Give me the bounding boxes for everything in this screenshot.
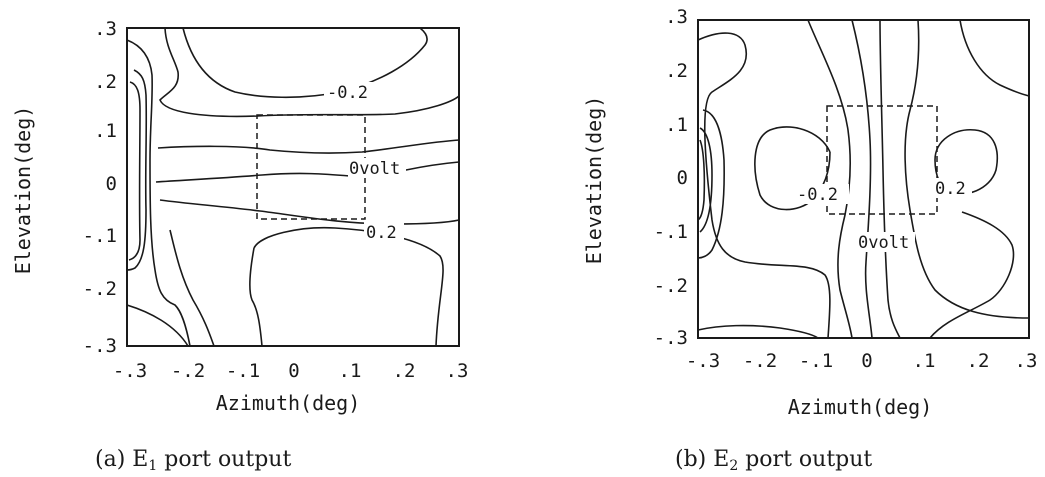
panel-a-xtick: 0	[288, 360, 299, 382]
panel-b-y-ticks: .3 .2 .1 0 -.1 -.2 -.3	[654, 6, 688, 349]
panel-a-contour-left-outer	[126, 39, 191, 347]
panel-b-contour-labels: -0.2 0volt 0.2	[797, 178, 972, 253]
panel-a-ytick: .2	[94, 71, 117, 93]
panel-b-ytick: -.1	[654, 221, 688, 243]
panel-b-xtick: .2	[967, 350, 990, 372]
panel-a-xtick: -.1	[226, 360, 260, 382]
panel-b-ytick: 0	[677, 167, 688, 189]
panel-b-contour-left-outer	[697, 32, 831, 339]
panel-a-label-neg: -0.2	[327, 83, 368, 103]
panel-b-contour-left-mid	[697, 109, 725, 259]
panel-a-contour-bottom-inner	[249, 226, 444, 347]
panel-a-contour-left-inner	[126, 69, 148, 271]
panel-b-ytick: -.2	[654, 275, 688, 297]
panel-a-ytick: .3	[94, 18, 117, 40]
panel-b-contour-center-b	[879, 19, 901, 339]
panel-a-label-zero: 0volt	[349, 159, 400, 179]
panel-a-xtick: .3	[446, 360, 469, 382]
panel-b-xtick: -.1	[799, 350, 833, 372]
panel-a-contour-bottom-outer	[159, 199, 460, 225]
panel-b-xtick: -.2	[743, 350, 777, 372]
panel-b-caption: (b) E2 port output	[675, 447, 872, 474]
panel-a-contour-top-outer	[159, 27, 460, 118]
panel-a-contour-zero-upper	[157, 139, 460, 154]
panel-b-ytick: .3	[665, 6, 688, 28]
panel-b-contour-right-bottom	[929, 211, 1015, 339]
panel-b-contour-center-a	[851, 19, 873, 339]
panel-b-label-neg: -0.2	[797, 185, 838, 205]
panel-b-contour-left-inner	[699, 127, 713, 233]
panel-a-xtick: .2	[393, 360, 416, 382]
panel-b-x-ticks: -.3 -.2 -.1 0 .1 .2 .3	[686, 350, 1038, 372]
panel-a-y-ticks: .3 .2 .1 0 -.1 -.2 -.3	[83, 18, 117, 357]
panel-a	[126, 27, 460, 347]
panel-a-ytick: -.1	[83, 225, 117, 247]
panel-a-label-pos: 0.2	[366, 223, 397, 243]
panel-b-contour-right-top	[959, 19, 1030, 97]
panel-a-contour-bottom-left	[126, 304, 189, 347]
panel-a-ylabel: Elevation(deg)	[11, 106, 35, 275]
panel-a-xtick: .1	[339, 360, 362, 382]
panel-b-plot-frame	[697, 19, 1030, 339]
panel-b-ytick: .2	[665, 60, 688, 82]
panel-a-x-ticks: -.3 -.2 -.1 0 .1 .2 .3	[113, 360, 469, 382]
panel-b-contour-center-right	[904, 19, 1030, 319]
panel-b-contour-center-left	[807, 19, 853, 339]
panel-b-xtick: -.3	[686, 350, 720, 372]
panel-a-contour-left-core	[128, 81, 141, 261]
panel-a-xlabel: Azimuth(deg)	[216, 391, 361, 415]
panel-a-contour-bottom-mid	[169, 229, 215, 347]
panel-b-ytick: -.3	[654, 327, 688, 349]
panel-a-contour-labels: -0.2 0volt 0.2	[324, 82, 406, 243]
panel-b-dashed-box	[826, 105, 938, 215]
panel-b-contour-bottom-left	[697, 324, 819, 339]
panel-a-ytick: -.2	[83, 278, 117, 300]
panel-b	[697, 19, 1030, 339]
panel-a-ytick: .1	[94, 120, 117, 142]
panel-b-xtick: .1	[913, 350, 936, 372]
panel-b-xlabel: Azimuth(deg)	[788, 395, 933, 419]
panel-b-xtick: .3	[1015, 350, 1038, 372]
panel-a-plot-frame	[126, 27, 460, 347]
panel-a-ytick: 0	[106, 173, 117, 195]
panel-b-ytick: .1	[665, 114, 688, 136]
panel-b-xtick: 0	[861, 350, 872, 372]
panel-a-contour-zero-lower	[155, 161, 460, 183]
panel-a-xtick: -.3	[113, 360, 147, 382]
panel-b-label-zero: 0volt	[858, 233, 909, 253]
panel-a-xtick: -.2	[171, 360, 205, 382]
panel-a-ytick: -.3	[83, 335, 117, 357]
panel-a-caption: (a) E1 port output	[95, 447, 291, 474]
panel-b-ylabel: Elevation(deg)	[582, 96, 606, 265]
panel-a-contour-top-inner	[182, 27, 428, 99]
panel-b-contour-left-core	[697, 139, 706, 221]
panel-b-label-pos: 0.2	[935, 179, 966, 199]
